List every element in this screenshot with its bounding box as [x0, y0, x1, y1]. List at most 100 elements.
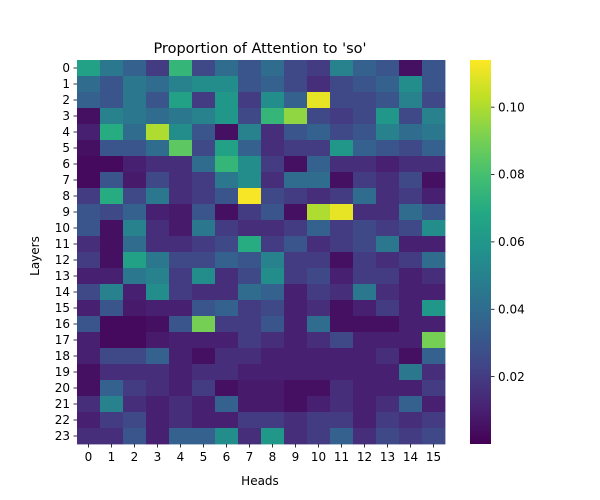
heatmap-cell — [399, 332, 423, 349]
heatmap-cell — [399, 364, 423, 381]
colorbar — [470, 60, 491, 444]
heatmap-cell — [284, 156, 308, 173]
heatmap-cell — [192, 140, 216, 157]
heatmap-cell — [307, 316, 331, 333]
heatmap-cell — [307, 284, 331, 301]
heatmap-cell — [123, 428, 147, 445]
heatmap-cell — [123, 156, 147, 173]
heatmap-cell — [192, 60, 216, 77]
heatmap-cell — [330, 156, 354, 173]
heatmap-cell — [353, 348, 377, 365]
heatmap-cell — [77, 332, 101, 349]
heatmap-cell — [100, 220, 124, 237]
heatmap-cell — [146, 108, 170, 125]
y-tick-label: 6 — [62, 157, 70, 171]
heatmap-cell — [353, 140, 377, 157]
heatmap-cell — [215, 316, 239, 333]
heatmap-cell — [192, 172, 216, 189]
heatmap-cell — [215, 140, 239, 157]
heatmap-cell — [307, 348, 331, 365]
heatmap-cell — [399, 124, 423, 141]
heatmap-cell — [376, 364, 400, 381]
heatmap-cell — [376, 156, 400, 173]
heatmap-cell — [146, 428, 170, 445]
colorbar-tick-label: 0.06 — [498, 235, 525, 249]
heatmap-cell — [330, 364, 354, 381]
heatmap-cell — [146, 60, 170, 77]
heatmap-cell — [100, 396, 124, 413]
heatmap-cell — [261, 140, 285, 157]
heatmap-cell — [192, 332, 216, 349]
heatmap-cell — [284, 428, 308, 445]
heatmap-cell — [330, 284, 354, 301]
heatmap-cell — [376, 348, 400, 365]
heatmap-cell — [353, 204, 377, 221]
heatmap-cell — [376, 76, 400, 93]
heatmap-cell — [146, 364, 170, 381]
heatmap-cell — [307, 204, 331, 221]
heatmap-cell — [307, 172, 331, 189]
heatmap-cell — [169, 172, 193, 189]
heatmap-cell — [261, 60, 285, 77]
heatmap-cell — [100, 268, 124, 285]
heatmap-cell — [100, 364, 124, 381]
heatmap-cell — [353, 332, 377, 349]
heatmap-cell — [376, 92, 400, 109]
heatmap-cell — [146, 380, 170, 397]
heatmap-cell — [307, 156, 331, 173]
heatmap-cell — [100, 60, 124, 77]
heatmap-cell — [376, 332, 400, 349]
heatmap-cell — [422, 284, 446, 301]
heatmap-cell — [192, 220, 216, 237]
heatmap-cell — [330, 76, 354, 93]
heatmap-cell — [146, 140, 170, 157]
heatmap-cell — [376, 236, 400, 253]
colorbar-tick-label: 0.08 — [498, 168, 525, 182]
heatmap-cell — [192, 412, 216, 429]
heatmap-cell — [100, 316, 124, 333]
heatmap-cell — [399, 172, 423, 189]
heatmap-cell — [123, 188, 147, 205]
heatmap-cell — [399, 140, 423, 157]
heatmap-cell — [353, 188, 377, 205]
heatmap-cell — [238, 268, 262, 285]
heatmap-cell — [376, 172, 400, 189]
heatmap-cell — [123, 172, 147, 189]
heatmap-cell — [238, 236, 262, 253]
heatmap-cell — [215, 220, 239, 237]
heatmap-cell — [353, 364, 377, 381]
heatmap-cell — [261, 268, 285, 285]
heatmap-cell — [307, 332, 331, 349]
heatmap-cell — [261, 348, 285, 365]
heatmap-cell — [192, 236, 216, 253]
heatmap-cell — [399, 348, 423, 365]
heatmap-cell — [261, 220, 285, 237]
heatmap-cell — [169, 108, 193, 125]
heatmap-cell — [238, 332, 262, 349]
heatmap-cell — [123, 412, 147, 429]
heatmap-cell — [353, 156, 377, 173]
heatmap-cell — [146, 188, 170, 205]
heatmap-cell — [284, 316, 308, 333]
heatmap-cell — [238, 380, 262, 397]
heatmap-cell — [284, 108, 308, 125]
heatmap-cell — [238, 364, 262, 381]
heatmap-cell — [123, 140, 147, 157]
heatmap-cell — [146, 124, 170, 141]
heatmap-cell — [77, 268, 101, 285]
heatmap-cell — [77, 300, 101, 317]
heatmap-cell — [123, 60, 147, 77]
heatmap-cell — [100, 428, 124, 445]
heatmap-cell — [399, 236, 423, 253]
heatmap-cell — [284, 364, 308, 381]
heatmap-cell — [146, 268, 170, 285]
heatmap-cell — [77, 76, 101, 93]
x-tick-label: 2 — [131, 450, 139, 464]
heatmap-cell — [123, 300, 147, 317]
heatmap-cell — [330, 380, 354, 397]
y-tick-label: 2 — [62, 93, 70, 107]
heatmap-cell — [330, 60, 354, 77]
heatmap-cell — [330, 124, 354, 141]
heatmap-cell — [284, 124, 308, 141]
y-tick-label: 18 — [55, 349, 70, 363]
